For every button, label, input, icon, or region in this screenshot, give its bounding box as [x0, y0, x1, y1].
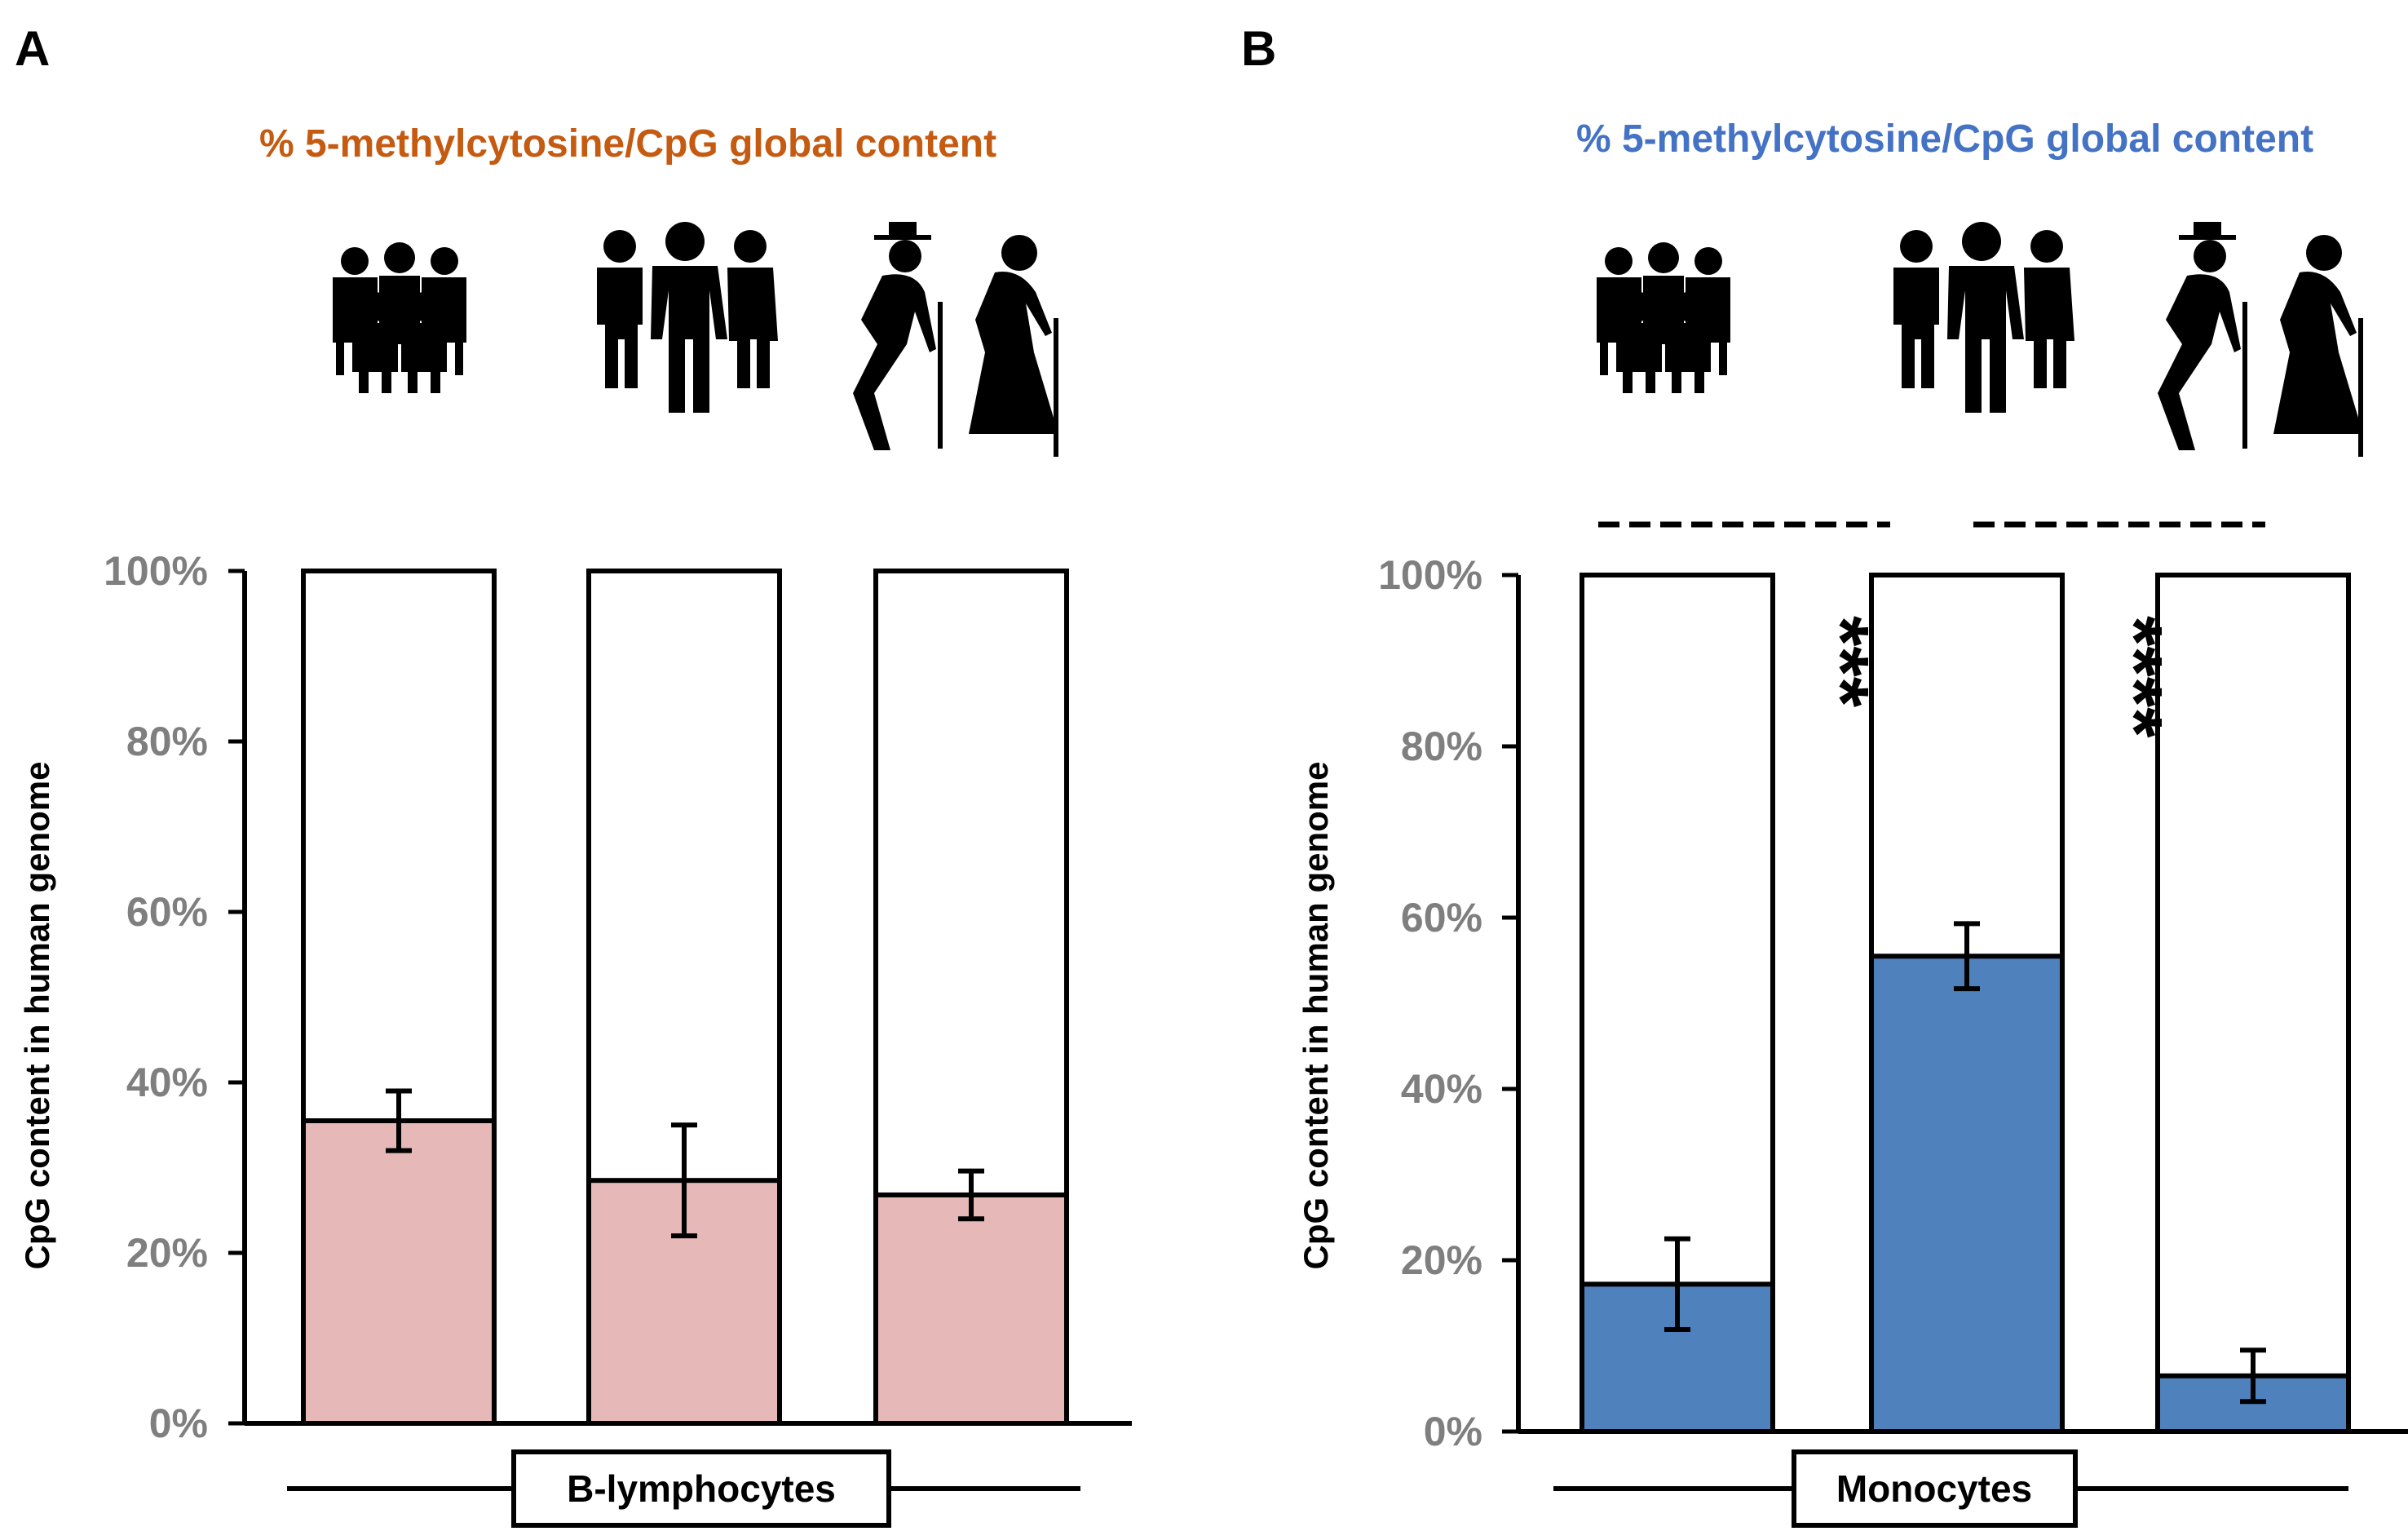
children-group-icon: [333, 242, 466, 393]
y-tick-label: 40%: [1401, 1066, 1482, 1112]
bar-elderly: [873, 1192, 1069, 1426]
y-tick-label: 40%: [126, 1060, 208, 1105]
adults-group-icon: [1893, 222, 2074, 413]
y-tick-label: 60%: [126, 889, 208, 935]
adults-group-icon: [597, 222, 778, 413]
y-tick-label: 0%: [149, 1401, 208, 1446]
panel-a: A % 5-methylcytosine/CpG global content …: [15, 21, 1132, 1528]
y-tick-label: 80%: [126, 719, 208, 764]
bar-background-elderly: [2155, 573, 2351, 1434]
panel-b-group-label: Monocytes: [1836, 1467, 2032, 1510]
panel-letter-b: B: [1241, 21, 1276, 76]
significance-label-2: ****: [2091, 616, 2178, 738]
panel-a-group-label: B-lymphocytes: [567, 1467, 836, 1510]
children-group-icon: [1597, 242, 1730, 393]
elderly-couple-icon: [853, 222, 1058, 457]
panel-b-y-axis-label: CpG content in human genome: [1297, 761, 1335, 1269]
y-tick-label: 100%: [104, 548, 208, 594]
panel-b-title: % 5-methylcytosine/CpG global content: [1576, 117, 2313, 161]
panel-b-group-bracket: Monocytes: [1553, 1449, 2348, 1528]
y-tick-label: 80%: [1401, 724, 1482, 769]
panel-a-group-bracket: B-lymphocytes: [287, 1449, 1080, 1528]
bar-adults: [1869, 954, 2065, 1434]
y-tick-label: 100%: [1378, 552, 1482, 598]
significance-label-1: ***: [1797, 616, 1884, 708]
panel-a-title: % 5-methylcytosine/CpG global content: [259, 122, 996, 166]
panel-b-plot: 0%20%40%60%80%100%*** ****: [1378, 521, 2408, 1454]
panel-a-y-axis-label: CpG content in human genome: [18, 761, 56, 1269]
y-tick-label: 60%: [1401, 895, 1482, 940]
panel-letter-a: A: [15, 21, 50, 76]
bar-children: [301, 1118, 497, 1427]
y-tick-label: 20%: [126, 1230, 208, 1276]
y-tick-label: 20%: [1401, 1237, 1482, 1283]
panel-b: B % 5-methylcytosine/CpG global content …: [1241, 21, 2408, 1528]
elderly-couple-icon: [2158, 222, 2363, 457]
y-tick-label: 0%: [1424, 1409, 1482, 1454]
panel-a-plot: 0% 20% 40% 60% 80% 100%: [104, 548, 1132, 1446]
